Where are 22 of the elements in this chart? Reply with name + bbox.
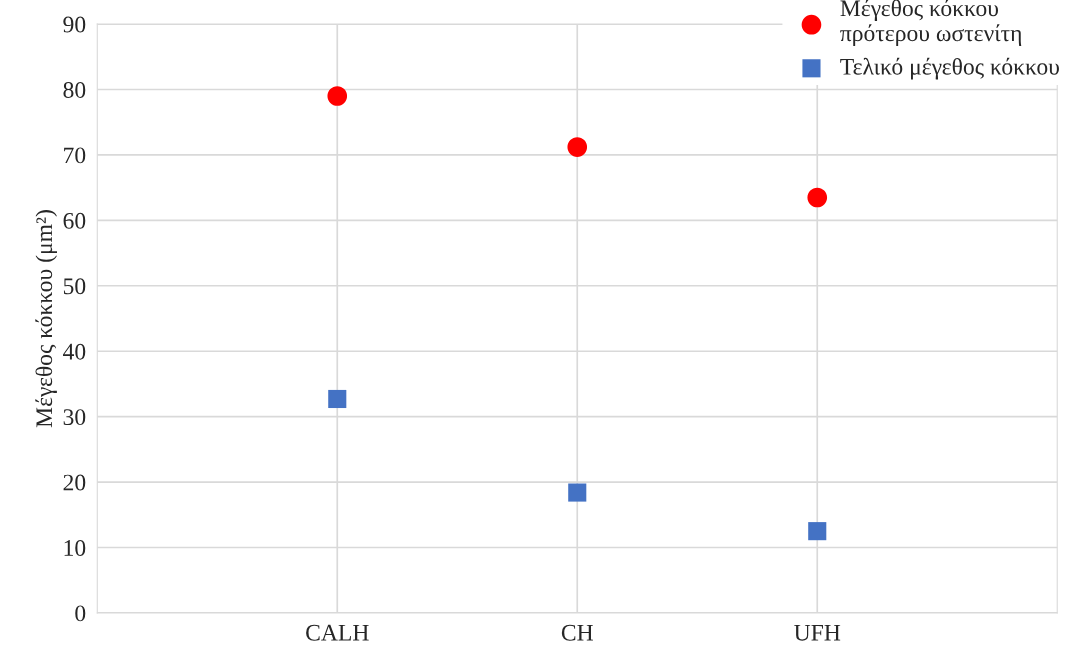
y-tick-label: 40	[63, 343, 86, 360]
point	[568, 483, 587, 502]
y-tick-label: 20	[63, 474, 86, 491]
y-tick-label: 70	[64, 147, 86, 164]
y-axis-title: Μέγεθος κόκκου (μm²)	[35, 210, 57, 428]
y-tick-label: 30	[63, 409, 86, 426]
point	[567, 137, 588, 157]
y-tick-label: 50	[63, 278, 86, 295]
legend-label: Μέγεθος κόκκου πρότερου ωστενίτη	[840, 0, 1022, 47]
point	[807, 187, 828, 208]
point	[328, 389, 347, 409]
legend-label: Τελικό μέγεθος κόκκου	[840, 57, 1059, 80]
point	[808, 522, 827, 541]
y-tick-label: 60	[63, 212, 86, 229]
point	[327, 86, 348, 106]
y-tick-label: 10	[64, 540, 86, 556]
y-tick-label: 80	[63, 81, 86, 98]
y-tick-label: 90	[63, 16, 86, 33]
x-tick-label: UFH	[794, 624, 841, 641]
y-tick-label: 0	[75, 605, 86, 622]
x-tick-label: CALH	[306, 624, 369, 641]
x-tick-label: CH	[561, 624, 593, 641]
